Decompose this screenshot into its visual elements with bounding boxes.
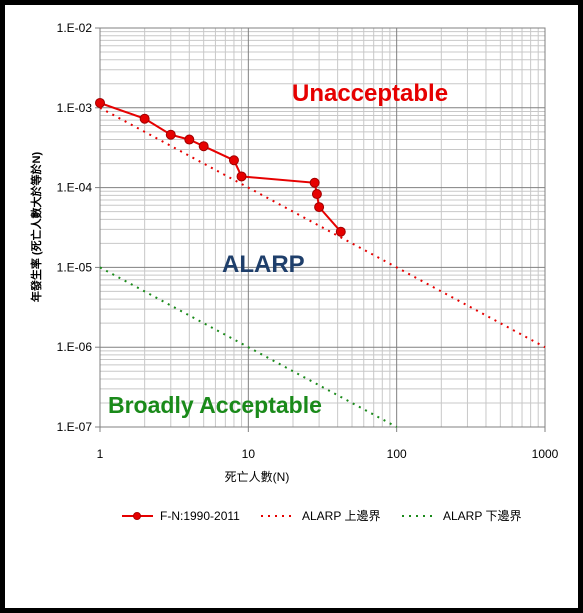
series-fn-1990-2011-line [99,102,342,233]
fn-data-point [236,171,247,182]
x-tick-label: 100 [387,447,407,461]
fn-data-point [198,141,209,152]
y-tick-label: 1.E-06 [57,340,93,354]
zone-label-unacceptable: Unacceptable [292,80,448,107]
x-tick-label: 1000 [532,447,559,461]
chart-frame: 1.E-07 1.E-06 1.E-05 1.E-04 1.E-03 1.E-02 1 10… [5,5,578,608]
fn-data-point [165,129,176,140]
series-layer [95,97,546,428]
legend-label-alarp-lower: ALARP 下邊界 [443,509,521,523]
fn-chart: 1.E-07 1.E-06 1.E-05 1.E-04 1.E-03 1.E-02 1 10… [29,21,559,523]
series-alarp-lower-line [99,266,398,428]
y-tick-label: 1.E-05 [57,260,93,274]
legend-marker-fn [133,512,141,520]
legend-label-fn: F-N:1990-2011 [160,509,240,523]
fn-data-point [184,134,195,145]
fn-data-point [228,155,239,166]
fn-data-point [314,202,325,213]
y-tick-label: 1.E-02 [57,21,93,35]
minor-gridlines [100,28,545,427]
legend-label-alarp-upper: ALARP 上邊界 [302,509,380,523]
y-tick-label: 1.E-03 [57,101,93,115]
zone-label-broadly-acceptable: Broadly Acceptable [108,392,322,418]
x-axis-ticks: 1 10 100 1000 [97,427,559,461]
x-axis-label: 死亡人數(N) [225,470,290,484]
y-tick-label: 1.E-04 [57,181,93,195]
fn-data-point [95,97,105,108]
legend: F-N:1990-2011 ALARP 上邊界 ALARP 下邊界 [122,509,521,523]
y-tick-label: 1.E-07 [57,420,93,434]
x-tick-label: 10 [242,447,256,461]
fn-data-point [311,189,322,200]
zone-label-alarp: ALARP [222,251,305,278]
y-axis-label: 年發生率 (死亡人數大於等於N) [29,152,43,303]
fn-data-point [309,177,320,188]
zone-labels: Unacceptable ALARP Broadly Acceptable [108,80,448,418]
series-alarp-upper-line [99,106,546,349]
plot-area-border [99,27,546,428]
y-axis-ticks: 1.E-07 1.E-06 1.E-05 1.E-04 1.E-03 1.E-02 [57,21,100,434]
fn-data-point [139,113,150,124]
fn-data-point [335,226,346,237]
x-tick-label: 1 [97,447,104,461]
